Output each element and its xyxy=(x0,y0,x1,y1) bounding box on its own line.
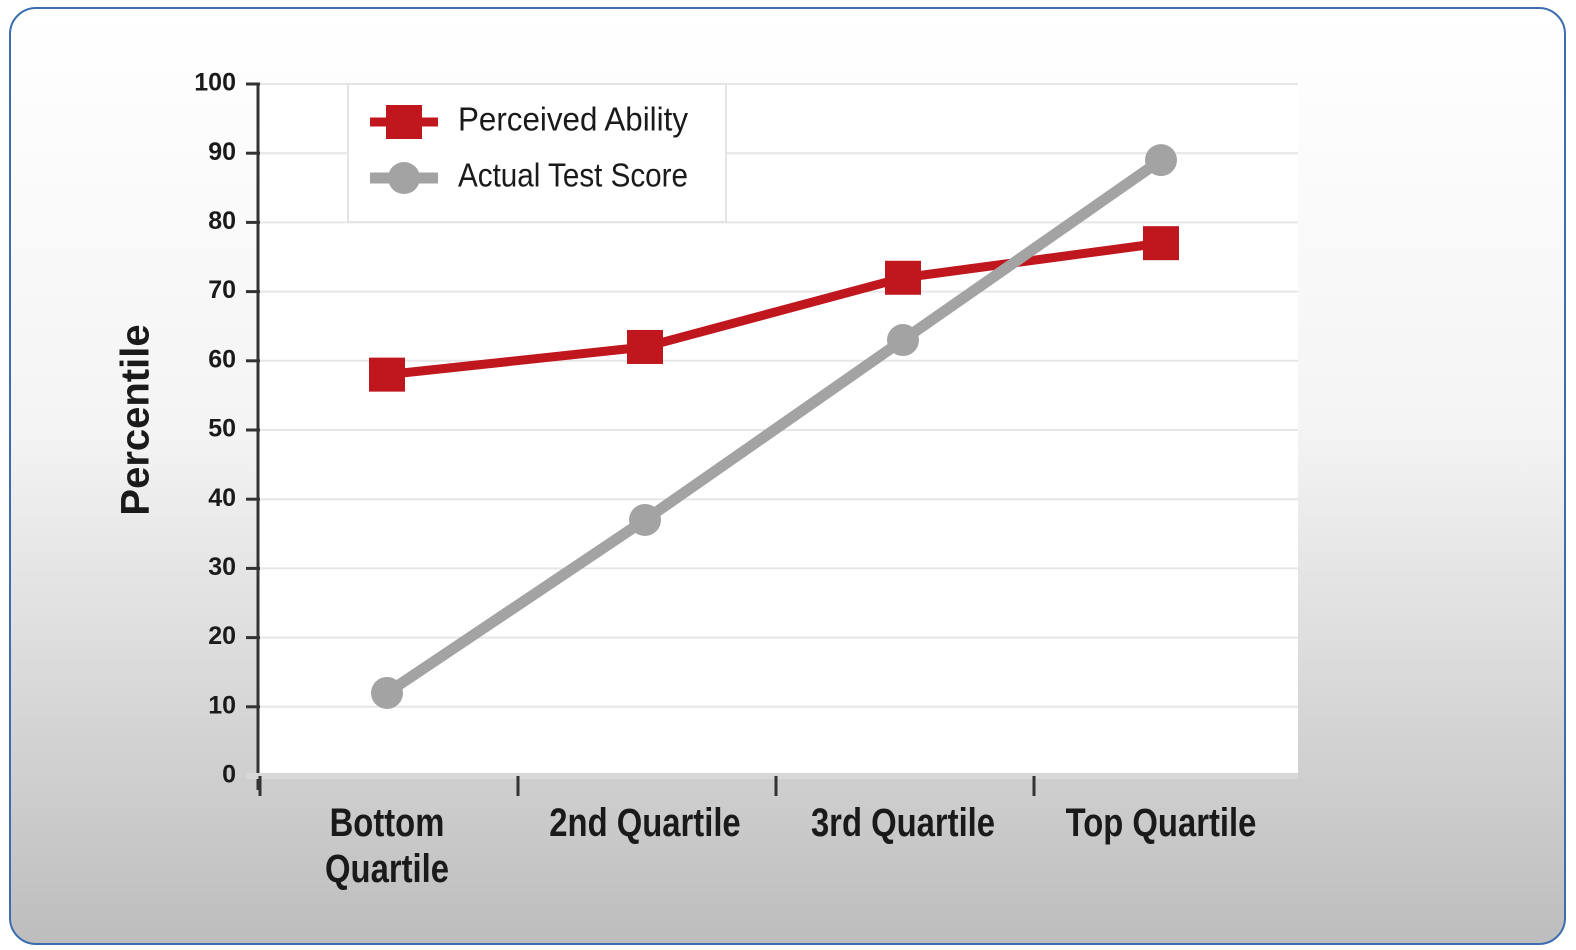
x-tick-label: 3rd Quartile xyxy=(810,801,996,845)
y-tick-label: 0 xyxy=(222,761,236,789)
y-tick-label: 90 xyxy=(208,138,236,166)
series-line xyxy=(386,238,1162,380)
x-tick-label: 2nd Quartile xyxy=(549,801,741,845)
marker xyxy=(627,329,663,364)
marker xyxy=(1145,144,1177,177)
y-tick-label: 20 xyxy=(208,622,236,650)
y-tick-label: 40 xyxy=(208,484,236,512)
legend-label: Actual Test Score xyxy=(458,157,688,194)
y-tick-label: 10 xyxy=(208,691,236,719)
y-tick-label: 100 xyxy=(194,69,236,97)
legend-marker xyxy=(388,162,420,194)
marker xyxy=(887,324,919,357)
y-tick-label: 70 xyxy=(208,276,236,304)
marker xyxy=(629,503,661,536)
marker xyxy=(885,260,921,295)
x-tick-label: Bottom Quartile xyxy=(325,801,449,891)
y-axis-label: Percentile xyxy=(114,324,158,515)
y-tick-label: 30 xyxy=(208,553,236,581)
marker xyxy=(1143,226,1179,261)
series-line xyxy=(383,155,1165,698)
marker xyxy=(371,676,403,709)
marker xyxy=(369,357,405,392)
legend-label: Perceived Ability xyxy=(458,101,688,138)
legend-marker xyxy=(386,105,422,139)
y-tick-label: 80 xyxy=(208,207,236,235)
y-tick-label: 60 xyxy=(208,345,236,373)
y-tick-label: 50 xyxy=(208,415,236,443)
x-tick-label: Top Quartile xyxy=(1065,801,1257,845)
